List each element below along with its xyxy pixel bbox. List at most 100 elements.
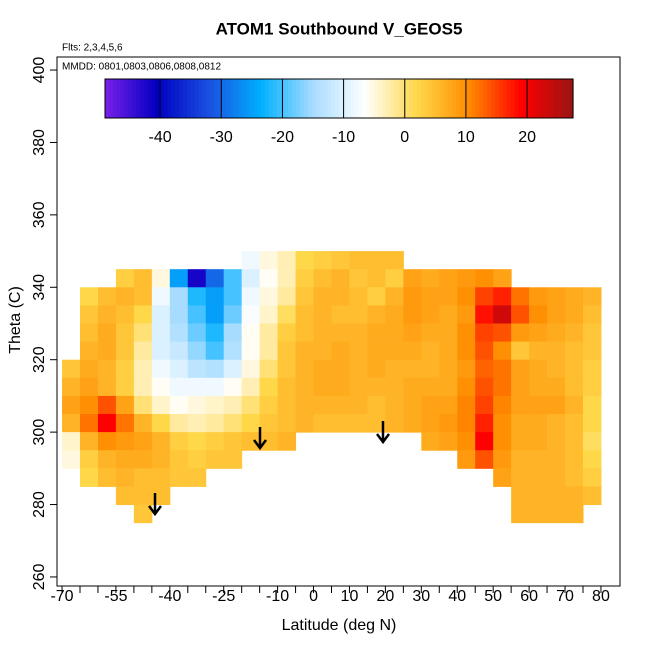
heat-cell bbox=[565, 305, 584, 324]
heat-cell bbox=[529, 468, 548, 487]
heat-cell bbox=[241, 359, 261, 379]
colorbar-segment bbox=[105, 79, 110, 118]
colorbar-segment bbox=[124, 79, 129, 118]
colorbar-tick-label: -10 bbox=[332, 129, 355, 146]
heat-cell bbox=[187, 414, 207, 433]
heat-cell bbox=[277, 395, 297, 415]
colorbar-segment bbox=[175, 79, 180, 118]
heat-cell bbox=[457, 305, 476, 324]
heat-cell bbox=[582, 341, 602, 361]
heat-cell bbox=[349, 377, 368, 397]
heat-cell bbox=[259, 395, 279, 415]
colorbar-segment bbox=[272, 79, 278, 118]
heat-cell bbox=[169, 269, 189, 288]
annotation: Flts: 2,3,4,5,6 bbox=[62, 43, 123, 54]
y-tick-label: 340 bbox=[31, 274, 48, 301]
colorbar-segment bbox=[354, 79, 360, 118]
heat-cell bbox=[241, 377, 261, 397]
heat-cell bbox=[313, 377, 332, 397]
colorbar-segment bbox=[136, 79, 141, 118]
x-tick-label: 50 bbox=[484, 588, 502, 605]
heat-cell bbox=[457, 269, 476, 288]
colorbar-segment bbox=[128, 79, 133, 118]
heat-cell bbox=[547, 305, 566, 324]
colorbar-segment bbox=[342, 79, 348, 118]
x-tick-label: -40 bbox=[158, 588, 181, 605]
heat-cell bbox=[205, 395, 225, 415]
heat-cell bbox=[277, 269, 297, 288]
heat-cell bbox=[97, 432, 117, 451]
heat-cell bbox=[421, 395, 440, 415]
heat-cell bbox=[439, 414, 458, 433]
heat-cell bbox=[223, 341, 243, 361]
heat-cell bbox=[133, 305, 153, 324]
colorbar-segment bbox=[319, 79, 324, 118]
heat-cell bbox=[151, 323, 171, 343]
heat-cell bbox=[475, 395, 494, 415]
colorbar-segment bbox=[483, 79, 488, 118]
heat-cell bbox=[547, 414, 566, 433]
heat-cell bbox=[511, 341, 530, 361]
heat-cell bbox=[529, 486, 548, 506]
colorbar-segment bbox=[167, 79, 172, 118]
colorbar-segment bbox=[276, 79, 282, 118]
x-tick-label: -10 bbox=[266, 588, 289, 605]
heat-cell bbox=[133, 450, 153, 469]
colorbar-segment bbox=[428, 79, 434, 118]
heat-cell bbox=[421, 432, 440, 451]
heat-cell bbox=[169, 468, 189, 487]
heat-cell bbox=[241, 323, 261, 343]
heat-cell bbox=[241, 414, 261, 433]
heat-cell bbox=[367, 305, 386, 324]
heat-cell bbox=[349, 251, 368, 270]
colorbar-segment bbox=[194, 79, 200, 118]
x-tick-label: -25 bbox=[212, 588, 235, 605]
heat-cell bbox=[205, 377, 225, 397]
heat-cell bbox=[547, 450, 566, 469]
x-tick-label: 70 bbox=[556, 588, 574, 605]
y-tick-label: 320 bbox=[31, 346, 48, 373]
heat-cell bbox=[62, 359, 81, 379]
colorbar-segment bbox=[253, 79, 258, 118]
heat-cell bbox=[331, 269, 350, 288]
heat-cell bbox=[295, 341, 315, 361]
x-tick-label: -55 bbox=[104, 588, 127, 605]
heat-cell bbox=[133, 414, 153, 433]
heat-cell bbox=[241, 251, 261, 270]
colorbar-segment bbox=[557, 79, 562, 118]
colorbar-segment bbox=[323, 79, 328, 118]
heat-cell bbox=[475, 414, 494, 433]
heat-cell bbox=[565, 395, 584, 415]
y-tick-label: 400 bbox=[31, 57, 48, 84]
heat-cell bbox=[295, 359, 315, 379]
colorbar-segment bbox=[471, 79, 477, 118]
colorbar-segment bbox=[229, 79, 235, 118]
arrow bbox=[253, 427, 267, 451]
heat-cell bbox=[565, 468, 584, 487]
y-axis-label: Theta (C) bbox=[7, 286, 24, 354]
heat-cell bbox=[511, 504, 530, 524]
heat-cell bbox=[493, 305, 512, 324]
heat-cell bbox=[385, 323, 404, 343]
colorbar-segment bbox=[417, 79, 422, 118]
colorbar-segment bbox=[245, 79, 250, 118]
colorbar-segment bbox=[487, 79, 492, 118]
heat-cell bbox=[475, 377, 494, 397]
heat-cell bbox=[529, 504, 548, 524]
heat-cell bbox=[565, 287, 584, 306]
colorbar-segment bbox=[284, 79, 289, 118]
heat-cell bbox=[187, 377, 207, 397]
colorbar-segment bbox=[346, 79, 352, 118]
heat-cell bbox=[223, 432, 243, 451]
colorbar-tick-label: 10 bbox=[457, 129, 475, 146]
heat-cell bbox=[133, 486, 153, 506]
heat-cell bbox=[349, 323, 368, 343]
heat-cell bbox=[547, 504, 566, 524]
colorbar-segment bbox=[327, 79, 332, 118]
heat-cell bbox=[367, 395, 386, 415]
colorbar-segment bbox=[144, 79, 149, 118]
heat-cell bbox=[277, 305, 297, 324]
colorbar-segment bbox=[264, 79, 270, 118]
heat-cell bbox=[385, 359, 404, 379]
heat-cell bbox=[115, 486, 135, 506]
